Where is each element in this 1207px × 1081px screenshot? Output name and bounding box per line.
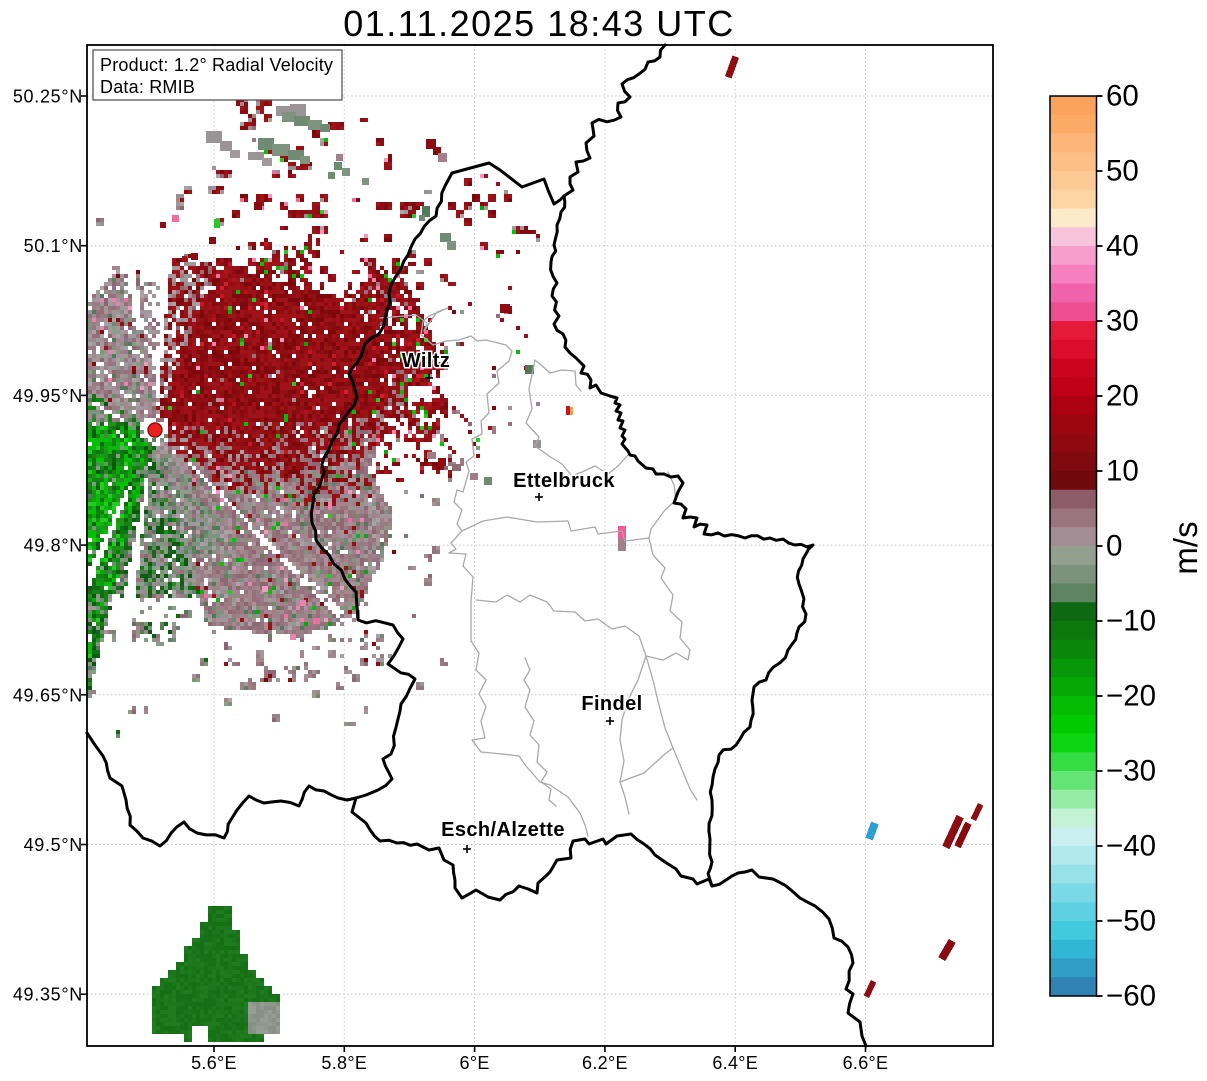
svg-text:−40: −40 xyxy=(1106,830,1156,863)
svg-text:0: 0 xyxy=(1106,530,1122,563)
svg-text:50.1°N: 50.1°N xyxy=(24,236,83,256)
svg-text:30: 30 xyxy=(1106,305,1139,338)
svg-text:Ettelbruck: Ettelbruck xyxy=(513,470,615,492)
svg-text:6.2°E: 6.2°E xyxy=(582,1053,628,1073)
svg-text:10: 10 xyxy=(1106,455,1139,488)
svg-text:−30: −30 xyxy=(1106,755,1156,788)
svg-text:49.5°N: 49.5°N xyxy=(24,835,83,855)
svg-text:6.4°E: 6.4°E xyxy=(712,1053,758,1073)
svg-text:6.6°E: 6.6°E xyxy=(843,1053,889,1073)
svg-text:49.65°N: 49.65°N xyxy=(13,685,83,705)
svg-text:60: 60 xyxy=(1106,80,1139,113)
svg-text:−10: −10 xyxy=(1106,605,1156,638)
svg-text:50.25°N: 50.25°N xyxy=(13,87,83,107)
svg-text:Esch/Alzette: Esch/Alzette xyxy=(441,819,565,841)
svg-text:40: 40 xyxy=(1106,230,1139,263)
svg-text:−50: −50 xyxy=(1106,905,1156,938)
svg-text:Findel: Findel xyxy=(581,693,642,715)
svg-text:01.11.2025 18:43 UTC: 01.11.2025 18:43 UTC xyxy=(343,3,735,44)
svg-text:Product: 1.2° Radial Velocity: Product: 1.2° Radial Velocity xyxy=(100,55,333,75)
svg-text:50: 50 xyxy=(1106,155,1139,188)
svg-text:49.8°N: 49.8°N xyxy=(24,536,83,556)
svg-text:−60: −60 xyxy=(1106,980,1156,1013)
svg-text:5.6°E: 5.6°E xyxy=(191,1053,237,1073)
svg-text:m/s: m/s xyxy=(1167,521,1204,574)
svg-text:−20: −20 xyxy=(1106,680,1156,713)
svg-text:5.8°E: 5.8°E xyxy=(321,1053,367,1073)
svg-text:6°E: 6°E xyxy=(460,1053,490,1073)
svg-text:49.95°N: 49.95°N xyxy=(13,386,83,406)
svg-text:49.35°N: 49.35°N xyxy=(13,985,83,1005)
svg-text:20: 20 xyxy=(1106,380,1139,413)
svg-text:Data: RMIB: Data: RMIB xyxy=(100,77,195,97)
svg-text:Wiltz: Wiltz xyxy=(402,350,450,372)
